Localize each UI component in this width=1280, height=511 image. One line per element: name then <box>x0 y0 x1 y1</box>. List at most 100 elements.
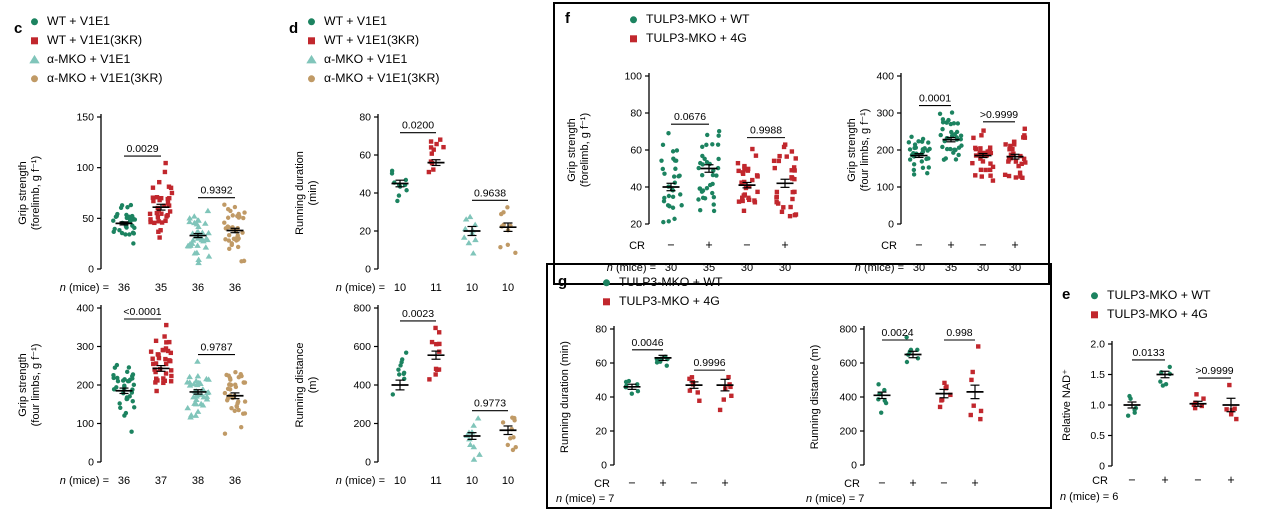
mean-sem-bar-3 <box>966 384 984 400</box>
circle-marker-icon <box>308 18 315 26</box>
y-tick-label: 400 <box>353 380 371 392</box>
mean-sem-bar-2 <box>463 225 481 237</box>
n-value: 30 <box>977 262 989 274</box>
mean-sem-bar-2 <box>189 389 207 395</box>
plot-grip-fourlimbs-c: 0 100 200 300 400 Grip strength (four limbs, g… <box>8 298 282 509</box>
mean-sem-bar-2 <box>738 181 756 189</box>
y-tick-label: 400 <box>839 392 857 404</box>
n-value: 10 <box>502 282 514 294</box>
legend-label: TULP3-MKO + 4G <box>619 294 720 308</box>
y-tick-label: 400 <box>876 71 894 83</box>
mean-sem-bar-3 <box>716 378 734 392</box>
cr-value: + <box>659 476 666 490</box>
p-value-label: >0.9999 <box>1195 365 1233 377</box>
cr-value: − <box>628 476 635 490</box>
n-value: 36 <box>118 475 130 487</box>
chart-d2: 0 200 400 600 800 Running distance (m) 0.0023 0.… <box>294 303 518 487</box>
y-tick-label: 600 <box>839 358 857 370</box>
chart-g2: 0 200 400 600 800 Running distance (m) 0.0024 0… <box>806 324 984 505</box>
legend-label: α-MKO + V1E1 <box>324 52 408 66</box>
data-points-group-2 <box>937 380 953 410</box>
data-points-group-1 <box>147 160 175 240</box>
plot-running-duration-g: 0 20 40 60 80 Running duration (min) 0.0046 0.9… <box>550 319 800 510</box>
y-tick-label: 800 <box>839 324 857 336</box>
n-text: n (mice) = 7 <box>556 493 614 505</box>
data-points-group-1 <box>937 110 964 162</box>
plot-grip-forelimb-c: 0 50 100 150 Grip strength (forelimb, g f⁻¹) 0… <box>8 101 282 303</box>
mean-sem-bar-1 <box>427 159 445 167</box>
data-points-group-1 <box>148 322 174 394</box>
y-axis-title: Running duration (min) <box>559 341 571 453</box>
legend-panel-e: TULP3-MKO + WT TULP3-MKO + 4G <box>1088 288 1211 322</box>
legend-item: TULP3-MKO + 4G <box>1088 307 1211 322</box>
cr-row-label: CR <box>594 478 610 490</box>
chart-f2: 0 100 200 300 400 Grip strength (four limbs, g… <box>846 71 1028 274</box>
legend-item: TULP3-MKO + WT <box>1088 288 1211 303</box>
legend-panel-c: WT + V1E1 WT + V1E1(3KR) α-MKO + V1E1 α-MKO… <box>28 14 162 86</box>
mean-sem-bar-3 <box>776 178 794 188</box>
n-value: 11 <box>430 475 441 487</box>
panel-c: c WT + V1E1 WT + V1E1(3KR) α-MKO + V1E1 α-M… <box>8 6 282 504</box>
mean-sem-bar-0 <box>115 387 133 395</box>
cr-value: + <box>721 476 728 490</box>
legend-item: WT + V1E1 <box>305 14 439 29</box>
mean-sem-bar-1 <box>700 164 718 173</box>
n-text: n (mice) = 6 <box>1060 491 1118 503</box>
legend-item: α-MKO + V1E1 <box>28 52 162 67</box>
circle-marker-icon <box>603 279 610 287</box>
legend-label: α-MKO + V1E1(3KR) <box>47 71 163 85</box>
y-tick-label: 300 <box>876 108 894 120</box>
y-tick-label: 100 <box>624 71 642 83</box>
y-axis-title: Running distance <box>294 342 306 427</box>
circle-marker-icon <box>31 75 38 83</box>
cr-value: + <box>1011 238 1018 252</box>
square-marker-icon <box>603 298 610 306</box>
legend-label: WT + V1E1 <box>47 14 110 28</box>
y-axis-title: Relative NAD⁺ <box>1061 369 1073 441</box>
n-value: 10 <box>502 475 514 487</box>
plot-running-duration-d: 0 20 40 60 80 Running duration (min) 0.0200 0.96… <box>281 101 549 303</box>
plot-grip-fourlimbs-f: 0 100 200 300 400 Grip strength (four limbs, g… <box>841 52 1043 285</box>
chart-g1: 0 20 40 60 80 Running duration (min) 0.0046 0.9… <box>556 324 734 505</box>
legend-label: TULP3-MKO + WT <box>1107 288 1211 302</box>
chart-e1: 0 0.5 1.0 1.5 2.0 Relative NAD⁺ 0.0133 >0.9999 C… <box>1060 339 1240 503</box>
y-tick-label: 80 <box>359 112 371 124</box>
y-tick-label: 0 <box>88 457 94 469</box>
plot-running-distance-d: 0 200 400 600 800 Running distance (m) 0.0023 0.… <box>281 298 549 509</box>
data-points-group-2 <box>460 213 479 256</box>
p-value-label: 0.0023 <box>402 308 434 320</box>
mean-sem-bar-0 <box>873 391 891 400</box>
legend-panel-d: WT + V1E1 WT + V1E1(3KR) α-MKO + V1E1 α-MKO… <box>305 14 439 86</box>
legend-item: WT + V1E1(3KR) <box>28 33 162 48</box>
cr-value: + <box>1161 473 1168 487</box>
n-value: 30 <box>741 262 753 274</box>
mean-sem-bar-0 <box>623 383 641 390</box>
data-points-group-3 <box>1224 382 1239 422</box>
y-tick-label: 150 <box>76 112 94 124</box>
cr-value: + <box>971 476 978 490</box>
y-tick-label: 0 <box>365 264 371 276</box>
mean-sem-bar-2 <box>1189 400 1207 407</box>
n-row-label: n (mice) = <box>607 262 656 274</box>
mean-sem-bar-3 <box>499 425 517 436</box>
mean-sem-bar-1 <box>427 350 445 360</box>
n-value: 10 <box>394 475 406 487</box>
p-value-label: 0.9773 <box>474 398 506 410</box>
y-tick-label: 80 <box>630 108 642 120</box>
n-value: 36 <box>192 282 204 294</box>
cr-value: − <box>979 238 986 252</box>
mean-sem-bar-0 <box>910 153 928 159</box>
mean-sem-bar-2 <box>974 152 992 159</box>
n-value: 38 <box>192 475 204 487</box>
y-tick-label: 20 <box>359 226 371 238</box>
n-value: 36 <box>229 282 241 294</box>
panel-letter-g: g <box>558 273 568 290</box>
mean-sem-bar-2 <box>685 381 703 389</box>
y-tick-label: 600 <box>353 341 371 353</box>
y-tick-label: 0 <box>88 264 94 276</box>
legend-label: α-MKO + V1E1 <box>47 52 131 66</box>
panel-g: g TULP3-MKO + WT TULP3-MKO + 4G 0 20 40 60 80… <box>546 263 1052 509</box>
plot-running-distance-g: 0 200 400 600 800 Running distance (m) 0.0024 0… <box>800 319 1046 510</box>
y-tick-label: 40 <box>630 182 642 194</box>
n-value: 36 <box>118 282 130 294</box>
